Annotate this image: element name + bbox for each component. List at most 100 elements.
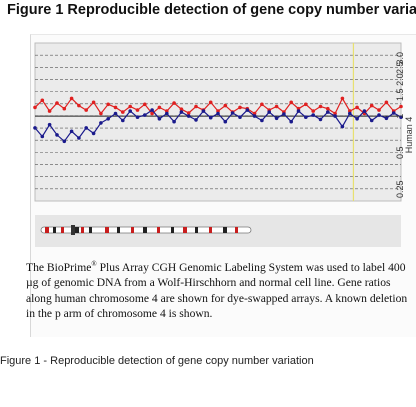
blue-series-point xyxy=(113,111,118,116)
blue-series-point xyxy=(62,139,67,144)
cgh-chart: 0.25 0.5 1 1.5 2.02.53.0 Human 4 xyxy=(33,42,414,247)
chromosome-band xyxy=(235,227,238,233)
y-tick-label: 2.5 xyxy=(395,62,405,75)
blue-series-point xyxy=(311,113,316,117)
registered-mark: ® xyxy=(91,260,97,268)
red-series-point xyxy=(84,108,88,112)
y-tick-label: 2.0 xyxy=(395,73,405,86)
red-series-point xyxy=(252,111,257,116)
blue-series-point xyxy=(40,134,45,139)
blue-series-point xyxy=(348,111,352,116)
blue-series-point xyxy=(55,133,59,137)
blue-series-point xyxy=(157,117,162,121)
blue-series-point xyxy=(194,118,198,122)
chromosome-band xyxy=(131,227,134,233)
blue-series-point xyxy=(384,116,389,121)
blue-series-point xyxy=(391,111,396,115)
blue-series-point xyxy=(399,115,403,119)
red-series-point xyxy=(113,105,118,110)
red-series-point xyxy=(274,104,279,109)
blue-series-point xyxy=(33,126,37,130)
chromosome-band xyxy=(89,227,92,233)
red-series-point xyxy=(179,107,184,111)
figure-title: Figure 1 Reproducible detection of gene … xyxy=(7,2,416,18)
blue-series-point xyxy=(267,110,271,114)
red-series-point xyxy=(186,111,191,115)
y-tick-label: 1 xyxy=(395,114,405,119)
red-series-point xyxy=(208,100,213,105)
red-series-point xyxy=(355,105,359,110)
chromosome-band xyxy=(105,227,109,233)
blue-series-point xyxy=(186,114,191,118)
blue-series-point xyxy=(165,111,169,116)
blue-series-point xyxy=(143,113,147,117)
blue-series-point xyxy=(369,118,374,123)
blue-series-point xyxy=(260,118,264,123)
chromosome-band xyxy=(171,227,174,233)
red-series-point xyxy=(304,102,308,107)
red-series-point xyxy=(172,101,176,105)
blue-series-point xyxy=(179,110,184,114)
y-tick-label: 1.5 xyxy=(395,88,405,101)
chromosome-band xyxy=(81,227,84,233)
red-series-point xyxy=(311,109,316,113)
y-tick-label: 3.0 xyxy=(395,52,405,65)
blue-series-point xyxy=(91,131,96,136)
red-series-point xyxy=(377,108,381,112)
chromosome-band xyxy=(117,227,120,233)
red-series-point xyxy=(128,104,132,109)
y-axis-label: Human 4 xyxy=(404,117,414,154)
blue-series-point xyxy=(318,117,323,122)
blue-series-point xyxy=(128,109,132,113)
blue-series-point xyxy=(362,109,367,113)
tick-labels: 0.25 0.5 1 1.5 2.02.53.0 xyxy=(395,52,405,198)
chromosome-band xyxy=(75,227,79,233)
blue-series-point xyxy=(245,108,250,112)
series-layer xyxy=(33,96,403,144)
blue-series-point xyxy=(230,111,235,115)
chromosome-band xyxy=(143,227,147,233)
figure-panel: 0.25 0.5 1 1.5 2.0 2.5 3.0 Human 4 xyxy=(30,34,416,337)
blue-series-point xyxy=(69,129,74,134)
caption-brand: The BioPrime xyxy=(26,260,92,274)
red-series-point xyxy=(326,106,330,111)
blue-series-point xyxy=(223,119,228,124)
blue-series-point xyxy=(121,118,125,123)
red-series-point xyxy=(238,105,242,110)
red-series-point xyxy=(289,100,294,105)
chromosome-band xyxy=(209,227,212,233)
plot-background xyxy=(34,42,402,202)
red-series-point xyxy=(340,96,345,101)
red-series-point xyxy=(55,101,59,105)
blue-series-point xyxy=(377,113,381,117)
blue-series-point xyxy=(172,119,176,124)
red-series-point xyxy=(399,104,403,109)
blue-series-point xyxy=(208,115,213,120)
blue-series-point xyxy=(252,114,257,118)
red-series-point xyxy=(223,103,228,108)
blue-series-point xyxy=(304,115,308,119)
chromosome-band xyxy=(157,227,160,233)
red-series-point xyxy=(150,111,154,116)
red-series-point xyxy=(77,103,81,108)
centromere xyxy=(71,225,75,235)
red-series-point xyxy=(157,105,162,110)
blue-series-point xyxy=(355,117,359,121)
chromosome-band xyxy=(183,227,187,233)
blue-series-point xyxy=(238,115,242,119)
blue-series-point xyxy=(150,108,154,112)
red-series-point xyxy=(194,104,198,109)
blue-series-point xyxy=(99,121,103,125)
blue-series-point xyxy=(274,116,279,121)
blue-series-point xyxy=(77,136,81,140)
chromosome-ideogram xyxy=(40,225,252,235)
red-series-point xyxy=(260,102,264,107)
red-series-point xyxy=(69,96,74,101)
blue-series-point xyxy=(296,109,301,113)
red-series-point xyxy=(143,102,147,107)
chromosome-band xyxy=(53,227,56,233)
blue-series-point xyxy=(340,124,345,129)
red-series-point xyxy=(40,98,45,103)
chromosome-band xyxy=(45,227,49,233)
red-series-point xyxy=(135,108,140,112)
